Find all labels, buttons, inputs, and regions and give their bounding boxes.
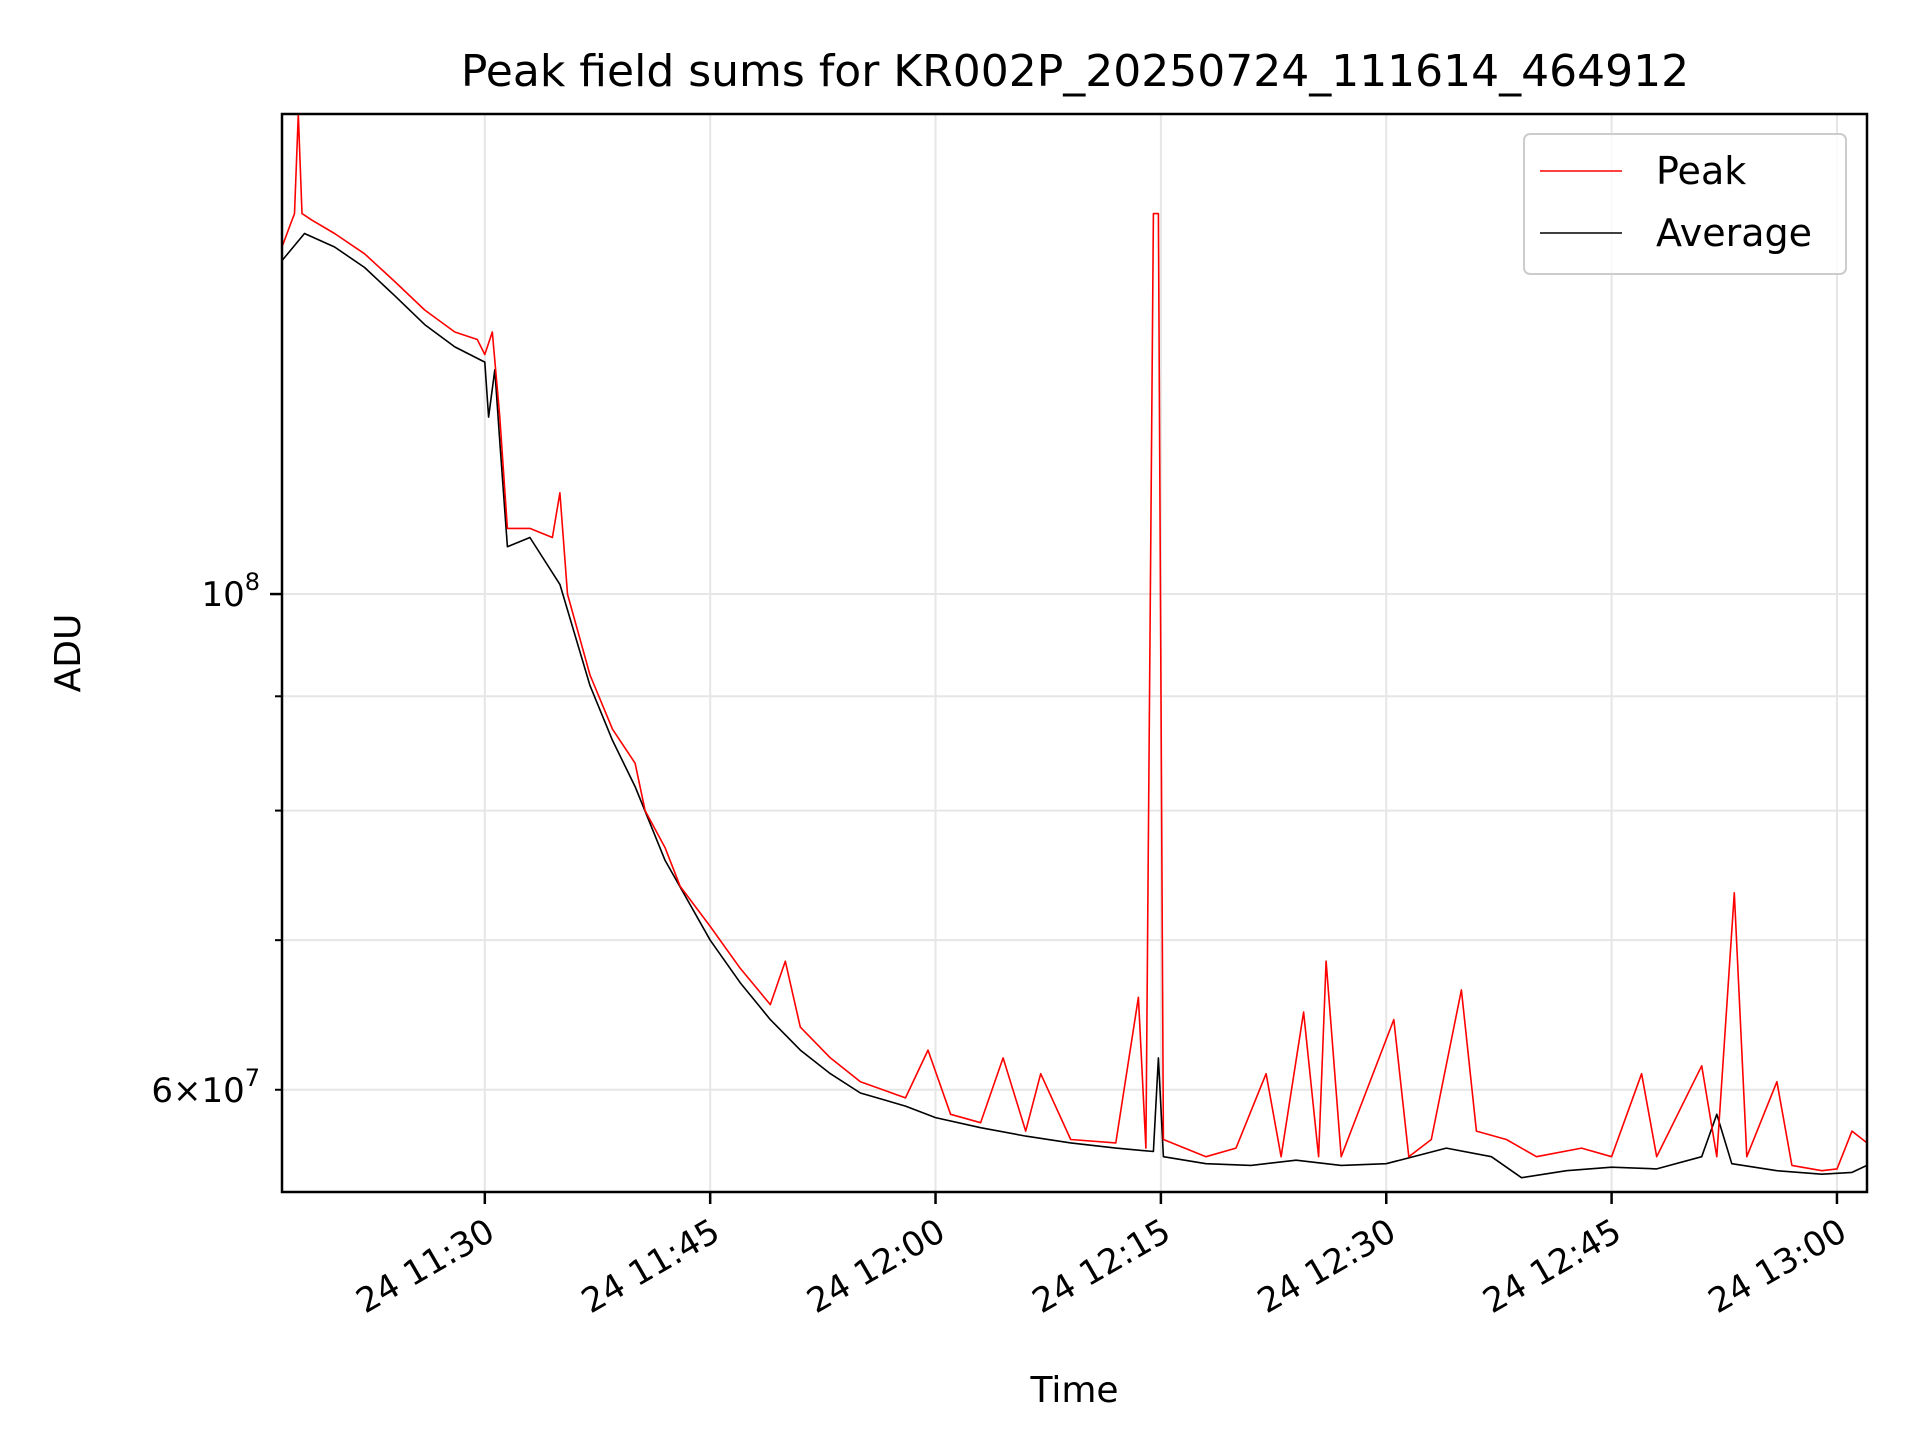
y-tick-label-base: 10 [201,575,244,615]
plot-area [280,112,1869,1194]
series-layer [282,114,1867,1179]
x-axis-label: Time [1029,1370,1118,1411]
y-tick-label-exponent: 7 [245,1064,260,1092]
y-tick-label: 6×107 [151,1064,260,1111]
legend: Peak Average [1523,133,1847,275]
chart-title: Peak field sums for KR002P_20250724_1116… [461,46,1689,97]
y-tick-label: 108 [201,568,260,615]
grid [282,114,1867,1192]
legend-label-average: Average [1656,211,1812,255]
series-line-average [282,232,1867,1179]
series-line-peak [282,114,1867,1172]
y-tick-label-base: 6×10 [151,1071,244,1111]
y-tick-label-exponent: 8 [245,568,260,596]
legend-box [1523,133,1847,275]
y-axis-label: ADU [48,614,89,693]
legend-label-peak: Peak [1656,149,1746,193]
